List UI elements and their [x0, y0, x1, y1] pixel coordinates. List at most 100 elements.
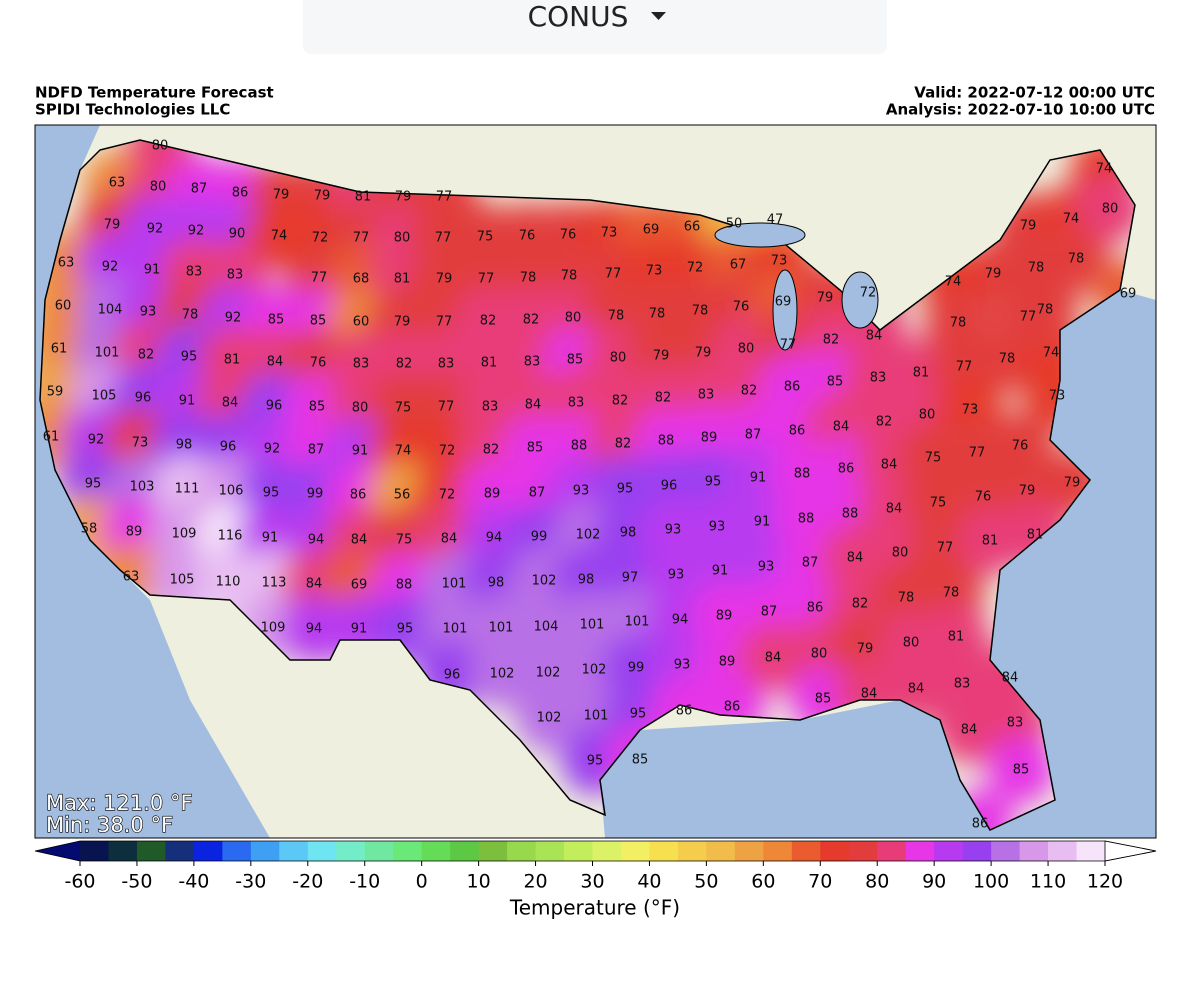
- colorbar-tick-label: 70: [808, 871, 832, 893]
- station-value: 91: [712, 564, 729, 579]
- station-value: 111: [175, 482, 200, 497]
- colorbar-tick-label: 60: [751, 871, 775, 893]
- station-value: 74: [395, 444, 412, 459]
- colorbar-segment: [962, 841, 992, 861]
- station-value: 96: [661, 479, 678, 494]
- station-labels: 80 63 80 87 86 79 79 81 79 77 79 92 92 90 74 72 77 80 77 75…: [43, 139, 1137, 832]
- dropdown-box[interactable]: [303, 0, 887, 54]
- station-value: 78: [999, 352, 1016, 367]
- station-value: 84: [908, 682, 925, 697]
- station-value: 79: [273, 188, 290, 203]
- station-value: 82: [823, 333, 840, 348]
- colorbar-tick-label: -20: [292, 871, 323, 893]
- colorbar-tick-label: 20: [523, 871, 547, 893]
- station-value: 96: [266, 399, 283, 414]
- station-value: 95: [630, 707, 647, 722]
- station-value: 81: [982, 534, 999, 549]
- colorbar-tick-label: 90: [922, 871, 946, 893]
- dropdown[interactable]: CONUS: [303, 0, 887, 54]
- colorbar-segment: [706, 841, 736, 861]
- station-value: 86: [972, 817, 989, 832]
- station-value: 80: [738, 342, 755, 357]
- station-value: 85: [815, 692, 832, 707]
- station-value: 84: [886, 502, 903, 517]
- lake-superior: [714, 222, 806, 248]
- colorbar-segment: [734, 841, 764, 861]
- station-value: 73: [1049, 389, 1066, 404]
- station-value: 84: [847, 551, 864, 566]
- colorbar-segment: [279, 841, 309, 861]
- station-value: 82: [523, 313, 540, 328]
- station-value: 95: [85, 477, 102, 492]
- station-value: 83: [1007, 716, 1024, 731]
- station-value: 93: [758, 560, 775, 575]
- station-value: 87: [745, 428, 762, 443]
- analysis-time: Analysis: 2022-07-10 10:00 UTC: [886, 101, 1155, 119]
- station-value: 101: [625, 615, 650, 630]
- station-value: 101: [95, 346, 120, 361]
- station-value: 85: [1013, 763, 1030, 778]
- station-value: 91: [144, 263, 161, 278]
- station-value: 84: [961, 723, 978, 738]
- station-value: 79: [1019, 484, 1036, 499]
- colorbar-segment: [222, 841, 252, 861]
- station-value: 86: [807, 601, 824, 616]
- station-value: 80: [903, 636, 920, 651]
- station-value: 96: [135, 391, 152, 406]
- colorbar-segment: [250, 841, 280, 861]
- colorbar-segment: [677, 841, 707, 861]
- station-value: 83: [954, 677, 971, 692]
- station-value: 84: [1002, 671, 1019, 686]
- station-value: 101: [489, 621, 514, 636]
- dropdown-caret[interactable]: [651, 12, 666, 20]
- station-value: 89: [701, 431, 718, 446]
- station-value: 83: [482, 400, 499, 415]
- station-value: 113: [262, 576, 287, 591]
- map-frame: [34, 124, 1157, 839]
- heat-patch: [40, 358, 89, 426]
- station-value: 80: [565, 311, 582, 326]
- station-value: 76: [310, 356, 327, 371]
- station-value: 83: [438, 357, 455, 372]
- station-value: 92: [264, 442, 281, 457]
- station-value: 93: [573, 484, 590, 499]
- station-value: 83: [353, 357, 370, 372]
- station-value: 77: [478, 272, 495, 287]
- colorbar-over: [1104, 840, 1157, 862]
- station-value: 78: [1037, 303, 1054, 318]
- station-value: 91: [754, 515, 771, 530]
- station-value: 69: [1120, 287, 1137, 302]
- station-value: 47: [767, 213, 784, 228]
- station-value: 77: [956, 360, 973, 375]
- colorbar-tick-label: 50: [694, 871, 718, 893]
- station-value: 78: [950, 316, 967, 331]
- colorbar-segment: [136, 841, 166, 861]
- station-value: 78: [561, 269, 578, 284]
- station-value: 92: [147, 222, 164, 237]
- station-value: 77: [780, 338, 797, 353]
- station-value: 82: [396, 357, 413, 372]
- station-value: 83: [524, 355, 541, 370]
- colorbar-segment: [905, 841, 935, 861]
- colorbar-segment: [364, 841, 394, 861]
- dropdown-label[interactable]: CONUS: [528, 0, 629, 33]
- station-value: 82: [138, 348, 155, 363]
- station-value: 97: [622, 571, 639, 586]
- station-value: 88: [798, 512, 815, 527]
- station-value: 77: [436, 190, 453, 205]
- station-value: 86: [232, 186, 249, 201]
- station-value: 69: [643, 223, 660, 238]
- station-value: 83: [186, 265, 203, 280]
- station-value: 95: [397, 622, 414, 637]
- station-value: 98: [488, 576, 505, 591]
- colorbar-segment: [421, 841, 451, 861]
- station-value: 96: [444, 668, 461, 683]
- lake-huron: [841, 271, 879, 329]
- colorbar-segment: [393, 841, 423, 861]
- station-value: 77: [605, 267, 622, 282]
- station-value: 73: [646, 264, 663, 279]
- station-value: 76: [975, 490, 992, 505]
- station-value: 102: [537, 711, 562, 726]
- station-value: 83: [698, 388, 715, 403]
- station-value: 105: [92, 389, 117, 404]
